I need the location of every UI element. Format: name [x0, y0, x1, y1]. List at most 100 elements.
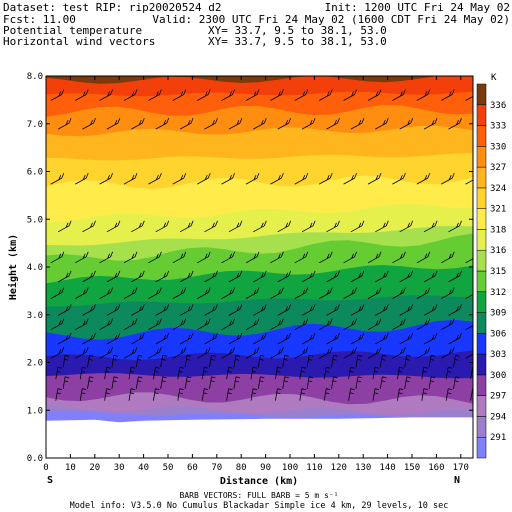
wind-barb	[465, 258, 473, 264]
wind-barb-stroke	[148, 89, 162, 101]
wind-barb	[50, 89, 65, 101]
wind-barb-stroke	[428, 354, 436, 368]
x-tick-label: 100	[282, 463, 298, 473]
wind-barb-stroke	[326, 304, 340, 316]
wind-barb-stroke	[99, 251, 113, 264]
wind-barb	[123, 287, 138, 299]
wind-barb	[172, 172, 187, 185]
colorbar-swatch	[476, 374, 487, 396]
wind-barb-stroke	[99, 347, 113, 359]
wind-barb	[106, 304, 121, 316]
wind-barb-stroke	[348, 366, 355, 380]
wind-barb-stroke	[355, 376, 362, 389]
wind-barb-stroke	[50, 172, 65, 185]
wind-barb	[270, 251, 284, 264]
wind-barb	[155, 117, 170, 130]
wind-barb-stroke	[57, 270, 72, 283]
wind-barb	[226, 366, 233, 380]
wind-barb	[399, 220, 414, 233]
x-tick-label: 70	[211, 463, 222, 473]
wind-barb-stroke	[465, 258, 473, 264]
wind-barb-stroke	[50, 287, 65, 299]
wind-barb	[99, 347, 113, 359]
wind-barb-stroke	[348, 388, 355, 401]
wind-barb	[343, 172, 357, 185]
wind-barb	[392, 347, 406, 359]
wind-barb-stroke	[131, 270, 145, 283]
wind-barb-stroke	[416, 251, 431, 264]
wind-barb	[179, 332, 194, 345]
colorbar-level-label: 333	[490, 122, 506, 132]
wind-barb	[50, 251, 65, 264]
colorbar-swatch	[476, 333, 487, 355]
wind-barb	[55, 366, 62, 380]
wind-barb-stroke	[57, 220, 72, 233]
wind-barb	[301, 270, 316, 283]
wind-barb	[441, 89, 455, 101]
wind-barb	[343, 287, 357, 299]
dataset-label: Dataset: test RIP: rip20020524 d2	[3, 1, 222, 14]
wind-barb-stroke	[423, 117, 438, 130]
wind-barb	[177, 366, 184, 380]
wind-barb-stroke	[135, 354, 143, 368]
wind-barb-stroke	[197, 287, 211, 299]
wind-barb-stroke	[197, 251, 211, 264]
wind-barb	[416, 172, 431, 185]
wind-barb-stroke	[50, 89, 65, 101]
wind-barb-stroke	[299, 388, 306, 401]
y-tick-label: 6.0	[27, 168, 43, 178]
wind-barb-stroke	[319, 318, 333, 331]
wind-barb	[128, 388, 136, 401]
wind-barb-stroke	[277, 332, 292, 345]
colorbar-swatch	[476, 187, 487, 209]
wind-barb-stroke	[392, 172, 406, 185]
wind-barb	[294, 89, 309, 101]
wind-barb	[106, 270, 121, 283]
wind-barb	[204, 304, 218, 316]
wind-barb-stroke	[375, 304, 389, 316]
wind-barb-stroke	[135, 376, 143, 389]
y-tick-label: 4.0	[27, 263, 43, 273]
wind-barb	[375, 220, 389, 233]
wind-barb-stroke	[253, 117, 267, 130]
wind-barb-stroke	[57, 304, 72, 316]
wind-barb-stroke	[448, 270, 462, 283]
wind-barb-stroke	[379, 354, 387, 368]
wind-barb	[350, 332, 365, 345]
wind-barb-stroke	[57, 117, 72, 130]
wind-barb-stroke	[62, 354, 70, 368]
wind-barb	[428, 354, 436, 368]
colorbar-swatch	[476, 395, 487, 417]
wind-barb	[148, 347, 162, 359]
wind-barb-stroke	[270, 89, 284, 101]
wind-barb-stroke	[228, 304, 243, 316]
wind-barb	[350, 220, 365, 233]
wind-barb	[233, 376, 240, 389]
wind-barb-stroke	[62, 376, 70, 389]
wind-barb-stroke	[392, 347, 406, 359]
colorbar-level-label: 309	[490, 309, 506, 319]
wind-barb-stroke	[319, 347, 333, 359]
wind-barb-stroke	[204, 332, 218, 345]
wind-barb	[319, 287, 333, 299]
wind-barb	[275, 366, 282, 380]
wind-barb	[416, 89, 431, 101]
wind-barb-stroke	[245, 287, 260, 299]
wind-barb	[79, 366, 87, 380]
wind-barb-stroke	[319, 89, 333, 101]
wind-barb-stroke	[301, 332, 316, 345]
wind-barb	[379, 376, 387, 389]
wind-barb-stroke	[228, 220, 243, 233]
wind-barb-stroke	[153, 366, 160, 380]
colorbar-swatch	[476, 353, 487, 376]
wind-barb-stroke	[245, 172, 260, 185]
wind-barb	[253, 270, 267, 283]
wind-barb-stroke	[404, 376, 411, 389]
colorbar-swatch	[476, 249, 487, 272]
wind-barb	[50, 318, 65, 331]
wind-barb-stroke	[75, 347, 89, 359]
wind-barb	[423, 220, 438, 233]
wind-barb	[135, 354, 143, 368]
wind-barb	[123, 251, 138, 264]
wind-barb-stroke	[416, 347, 431, 359]
